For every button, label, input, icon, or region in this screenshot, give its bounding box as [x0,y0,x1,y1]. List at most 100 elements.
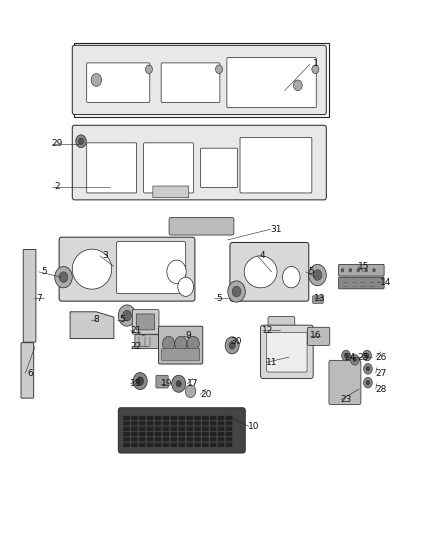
FancyBboxPatch shape [153,186,189,198]
FancyBboxPatch shape [139,416,146,421]
FancyBboxPatch shape [162,437,170,442]
Text: 28: 28 [375,385,387,393]
FancyBboxPatch shape [147,421,154,426]
Text: 7: 7 [36,294,42,303]
Circle shape [229,342,235,349]
FancyBboxPatch shape [123,437,130,442]
Circle shape [118,305,136,326]
FancyBboxPatch shape [170,416,177,421]
Circle shape [187,336,199,351]
FancyBboxPatch shape [261,325,313,378]
Text: 15: 15 [358,262,369,271]
FancyBboxPatch shape [155,421,162,426]
Text: 26: 26 [375,353,387,361]
Circle shape [353,358,357,362]
Circle shape [313,270,322,280]
Text: 18: 18 [130,379,141,388]
FancyBboxPatch shape [147,437,154,442]
FancyBboxPatch shape [202,442,209,447]
FancyBboxPatch shape [162,421,170,426]
FancyBboxPatch shape [210,437,217,442]
Circle shape [364,268,368,272]
FancyBboxPatch shape [118,408,245,453]
Text: 6: 6 [28,369,34,377]
FancyBboxPatch shape [186,437,193,442]
FancyBboxPatch shape [178,437,185,442]
FancyBboxPatch shape [123,416,130,421]
Circle shape [342,350,350,361]
FancyBboxPatch shape [339,277,384,289]
FancyBboxPatch shape [87,143,137,193]
FancyBboxPatch shape [131,426,138,431]
Circle shape [366,367,370,371]
Text: 27: 27 [375,369,387,377]
FancyBboxPatch shape [178,426,185,431]
FancyBboxPatch shape [202,437,209,442]
FancyBboxPatch shape [186,421,193,426]
Circle shape [172,375,186,392]
FancyBboxPatch shape [155,432,162,437]
FancyBboxPatch shape [178,416,185,421]
Circle shape [225,337,239,354]
Text: 17: 17 [187,379,198,388]
FancyBboxPatch shape [210,426,217,431]
Text: 20: 20 [200,390,212,399]
FancyBboxPatch shape [156,375,168,388]
FancyBboxPatch shape [218,416,225,421]
Circle shape [349,268,352,272]
FancyBboxPatch shape [161,63,220,102]
Text: 4: 4 [260,252,265,260]
FancyBboxPatch shape [226,432,233,437]
Circle shape [283,266,300,288]
Text: 2: 2 [54,182,60,191]
FancyBboxPatch shape [202,416,209,421]
Circle shape [145,65,152,74]
FancyBboxPatch shape [202,426,209,431]
FancyBboxPatch shape [131,442,138,447]
Text: 16: 16 [310,332,321,340]
Text: 5: 5 [216,294,222,303]
FancyBboxPatch shape [170,432,177,437]
Text: 30: 30 [231,337,242,345]
Text: 9: 9 [185,332,191,340]
FancyBboxPatch shape [218,432,225,437]
Text: 13: 13 [314,294,325,303]
FancyBboxPatch shape [72,125,326,200]
FancyBboxPatch shape [72,45,326,115]
Circle shape [344,353,348,358]
Circle shape [123,310,131,321]
Text: 21: 21 [130,326,141,335]
FancyBboxPatch shape [210,442,217,447]
FancyBboxPatch shape [186,426,193,431]
FancyBboxPatch shape [162,349,200,360]
FancyBboxPatch shape [159,326,203,364]
Circle shape [232,286,241,297]
Circle shape [312,65,319,74]
FancyBboxPatch shape [123,432,130,437]
Text: 24: 24 [345,353,356,361]
Circle shape [228,281,245,302]
Ellipse shape [72,249,112,289]
Ellipse shape [244,256,277,288]
FancyBboxPatch shape [139,437,146,442]
Circle shape [167,260,186,284]
Circle shape [185,385,196,398]
FancyBboxPatch shape [339,264,384,276]
PathPatch shape [70,312,114,338]
Circle shape [175,336,187,351]
Text: 3: 3 [102,252,108,260]
FancyBboxPatch shape [178,442,185,447]
FancyBboxPatch shape [131,437,138,442]
FancyBboxPatch shape [226,421,233,426]
FancyBboxPatch shape [313,296,323,303]
Text: 12: 12 [261,326,273,335]
FancyBboxPatch shape [123,426,130,431]
FancyBboxPatch shape [186,432,193,437]
FancyBboxPatch shape [155,416,162,421]
Circle shape [293,80,302,91]
Circle shape [76,135,86,148]
FancyBboxPatch shape [170,421,177,426]
FancyBboxPatch shape [162,416,170,421]
Circle shape [215,65,223,74]
Text: 29: 29 [51,140,63,148]
